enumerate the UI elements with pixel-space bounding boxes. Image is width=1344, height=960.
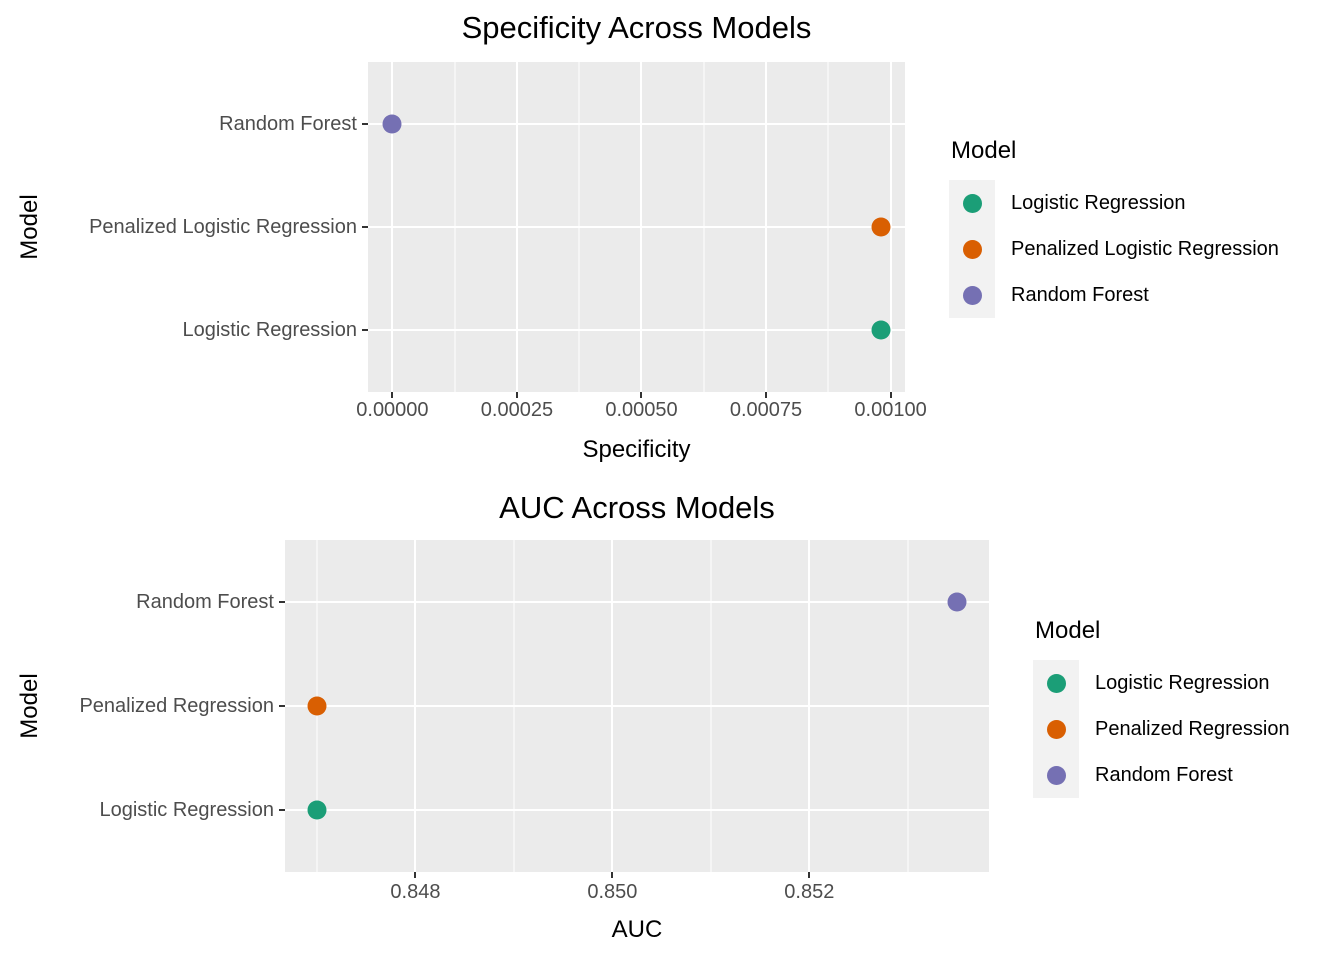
legend-dot-icon	[1046, 765, 1066, 785]
data-point	[947, 592, 967, 612]
y-tick-mark	[279, 808, 285, 811]
y-tick-label: Random Forest	[219, 112, 357, 135]
legend-entry-label: Penalized Regression	[1095, 717, 1290, 740]
plot-panel	[368, 62, 905, 392]
x-tick-label: 0.848	[390, 881, 441, 903]
x-tick-mark	[611, 872, 614, 878]
gridline-major	[285, 808, 989, 811]
gridline-major	[368, 329, 905, 332]
x-axis-title: AUC	[611, 916, 663, 943]
data-point	[871, 320, 891, 340]
legend-entry: Logistic Regression	[1033, 660, 1290, 706]
x-axis-title: Specificity	[582, 436, 691, 463]
legend-entry-label: Penalized Logistic Regression	[1011, 237, 1279, 260]
y-tick-mark	[279, 601, 285, 604]
y-tick-label: Random Forest	[136, 591, 274, 614]
legend-key	[1033, 660, 1079, 706]
legend-entry: Random Forest	[1033, 752, 1290, 798]
chart-title: Specificity Across Models	[461, 10, 812, 45]
legend-title: Model	[1035, 617, 1101, 644]
legend-key	[949, 226, 995, 272]
x-tick-mark	[889, 392, 892, 398]
legend-dot-icon	[962, 239, 982, 259]
y-tick-mark	[362, 226, 368, 228]
legend-dot-icon	[962, 285, 982, 305]
legend: Model Logistic Regression Penalized Logis…	[949, 137, 1279, 318]
legend-entry: Random Forest	[949, 272, 1279, 318]
y-tick-mark	[279, 705, 285, 707]
x-tick-label: 0.00100	[854, 399, 927, 421]
x-tick-label: 0.852	[784, 881, 835, 903]
legend-entry: Penalized Logistic Regression	[949, 226, 1279, 272]
x-tick-label: 0.00050	[605, 399, 678, 421]
legend-key	[1033, 706, 1079, 752]
legend: Model Logistic Regression Penalized Regre…	[1033, 617, 1290, 798]
auc-chart: AUC Across Models Model AUC Model Logist…	[0, 470, 1344, 960]
specificity-chart: Specificity Across Models Model Specific…	[0, 0, 1344, 470]
y-tick-label: Penalized Logistic Regression	[89, 216, 357, 238]
chart-title: AUC Across Models	[499, 490, 775, 525]
data-point	[382, 114, 402, 134]
legend-entry-label: Random Forest	[1095, 763, 1233, 786]
x-tick-mark	[808, 872, 811, 878]
gridline-major	[285, 705, 989, 707]
y-axis-title: Model	[16, 673, 43, 739]
plot-panel	[285, 540, 989, 872]
legend-entry-label: Random Forest	[1011, 283, 1149, 306]
x-tick-mark	[765, 392, 768, 398]
legend-key	[1033, 752, 1079, 798]
x-tick-label: 0.00075	[729, 399, 803, 421]
legend-entry-label: Logistic Regression	[1095, 671, 1270, 694]
legend-entry-label: Logistic Regression	[1011, 191, 1186, 214]
data-point	[307, 696, 327, 716]
legend-entries: Logistic Regression Penalized Logistic Re…	[949, 180, 1279, 318]
x-tick-label: 0.850	[587, 881, 638, 903]
legend-dot-icon	[962, 193, 982, 213]
legend-dot-icon	[1046, 673, 1066, 693]
y-axis-title: Model	[16, 194, 43, 260]
gridline-major	[368, 122, 905, 125]
y-tick-label: Logistic Regression	[182, 319, 357, 342]
x-tick-label: 0.00000	[356, 399, 429, 421]
data-point	[871, 217, 891, 237]
legend-entry: Penalized Regression	[1033, 706, 1290, 752]
y-tick-mark	[362, 122, 368, 125]
x-tick-mark	[391, 392, 394, 398]
gridline-major	[368, 226, 905, 228]
x-tick-mark	[640, 392, 643, 398]
x-tick-mark	[414, 872, 417, 878]
legend-title: Model	[951, 137, 1017, 164]
legend-entry: Logistic Regression	[949, 180, 1279, 226]
gridline-major	[285, 601, 989, 604]
legend-key	[949, 180, 995, 226]
x-tick-label: 0.00025	[480, 399, 554, 421]
legend-key	[949, 272, 995, 318]
data-point	[307, 800, 327, 820]
legend-dot-icon	[1046, 719, 1066, 739]
y-tick-mark	[362, 329, 368, 332]
y-tick-label: Penalized Regression	[79, 695, 274, 717]
legend-entries: Logistic Regression Penalized Regression R…	[1033, 660, 1290, 798]
y-tick-label: Logistic Regression	[99, 798, 274, 821]
x-tick-mark	[515, 392, 518, 398]
